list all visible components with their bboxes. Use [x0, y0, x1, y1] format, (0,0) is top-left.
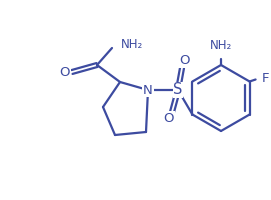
Text: F: F	[262, 72, 269, 85]
Text: O: O	[164, 112, 174, 124]
Text: O: O	[60, 66, 70, 78]
Text: O: O	[179, 54, 189, 68]
Text: NH₂: NH₂	[210, 39, 232, 52]
Text: N: N	[143, 84, 153, 97]
Text: S: S	[173, 82, 183, 98]
Text: NH₂: NH₂	[121, 38, 143, 51]
